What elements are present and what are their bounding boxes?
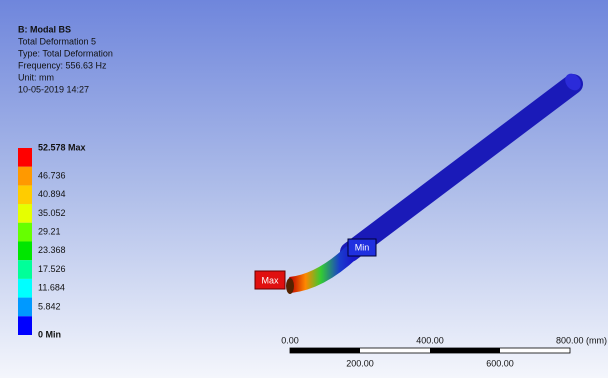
legend-label: 29.21 (38, 227, 61, 237)
legend-label: 23.368 (38, 245, 66, 255)
legend-label: 52.578 Max (38, 142, 86, 152)
pipe-bend (290, 252, 352, 285)
legend-label: 11.684 (38, 283, 65, 293)
scale-label: 0.00 (281, 335, 299, 345)
header-line: Type: Total Deformation (18, 48, 113, 58)
header-line: Total Deformation 5 (18, 36, 96, 46)
scale-label: 600.00 (486, 358, 514, 368)
legend-swatch (18, 223, 32, 242)
header-line: Unit: mm (18, 72, 54, 82)
viewport: Max Min B: Modal BS Total Deformation 5 Ty… (0, 0, 608, 378)
legend-swatch (18, 148, 32, 167)
legend-label: 40.894 (38, 189, 66, 199)
scale-bar-segment (430, 348, 500, 353)
header-line: Frequency: 556.63 Hz (18, 60, 107, 70)
legend-label: 35.052 (38, 208, 66, 218)
scale-bar-segment (290, 348, 360, 353)
max-tag-label: Max (261, 275, 279, 285)
legend-swatch (18, 242, 32, 261)
legend-swatch (18, 204, 32, 223)
legend-label: 0 Min (38, 329, 61, 339)
scale-label: 200.00 (346, 358, 374, 368)
legend-swatch (18, 185, 32, 204)
scale-label: 400.00 (416, 335, 444, 345)
scale-bar (290, 348, 570, 353)
min-tag-label: Min (355, 242, 370, 252)
pipe-start (286, 278, 294, 294)
legend-label: 17.526 (38, 264, 66, 274)
legend-swatch (18, 298, 32, 317)
legend-swatch (18, 279, 32, 298)
header-title: B: Modal BS (18, 24, 71, 34)
legend-swatch (18, 316, 32, 335)
legend-swatch (18, 260, 32, 279)
legend-swatch (18, 167, 32, 186)
legend-label: 5.842 (38, 301, 61, 311)
scene: Max Min B: Modal BS Total Deformation 5 Ty… (0, 0, 608, 378)
header-line: 10-05-2019 14:27 (18, 84, 89, 94)
scale-label: 800.00 (mm) (556, 335, 607, 345)
pipe (350, 84, 573, 252)
legend-label: 46.736 (38, 170, 66, 180)
